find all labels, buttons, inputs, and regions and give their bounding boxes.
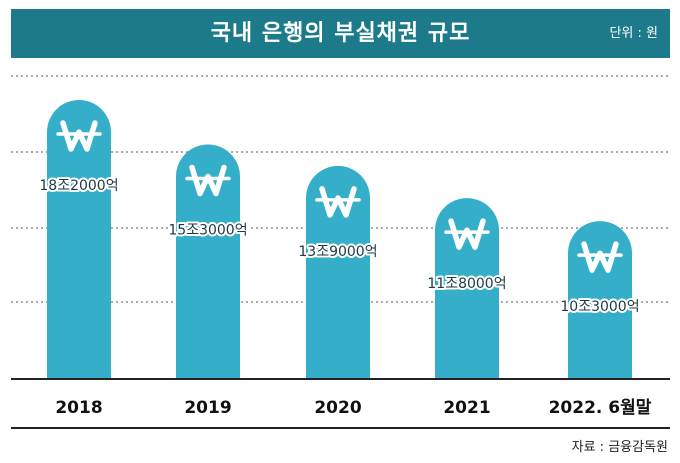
category-label: 2021 [443,398,490,418]
bar [306,165,370,379]
category-label: 2019 [184,398,231,418]
title-banner: 국내 은행의 부실채권 규모 단위 : 원 [11,9,670,58]
data-label: 10조3000억 [560,299,639,315]
bar [435,198,499,379]
won-sign-icon [315,186,361,218]
chart-title: 국내 은행의 부실채권 규모 [210,21,471,46]
bar [176,144,240,379]
won-sign-icon [56,120,102,152]
bar [47,100,111,379]
category-label: 2018 [55,398,102,418]
unit-label: 단위 : 원 [609,26,658,41]
data-label: 18조2000억 [39,178,118,194]
category-label: 2020 [314,398,361,418]
won-sign-icon [185,164,231,197]
data-label: 11조8000억 [427,276,506,292]
data-label: 13조9000억 [298,244,377,260]
won-sign-icon [577,241,623,273]
data-label: 15조3000억 [168,222,247,238]
category-label: 2022. 6월말 [549,397,652,418]
won-sign-icon [444,218,490,250]
source-note: 자료 : 금융감독원 [571,440,668,455]
bar [568,221,632,379]
